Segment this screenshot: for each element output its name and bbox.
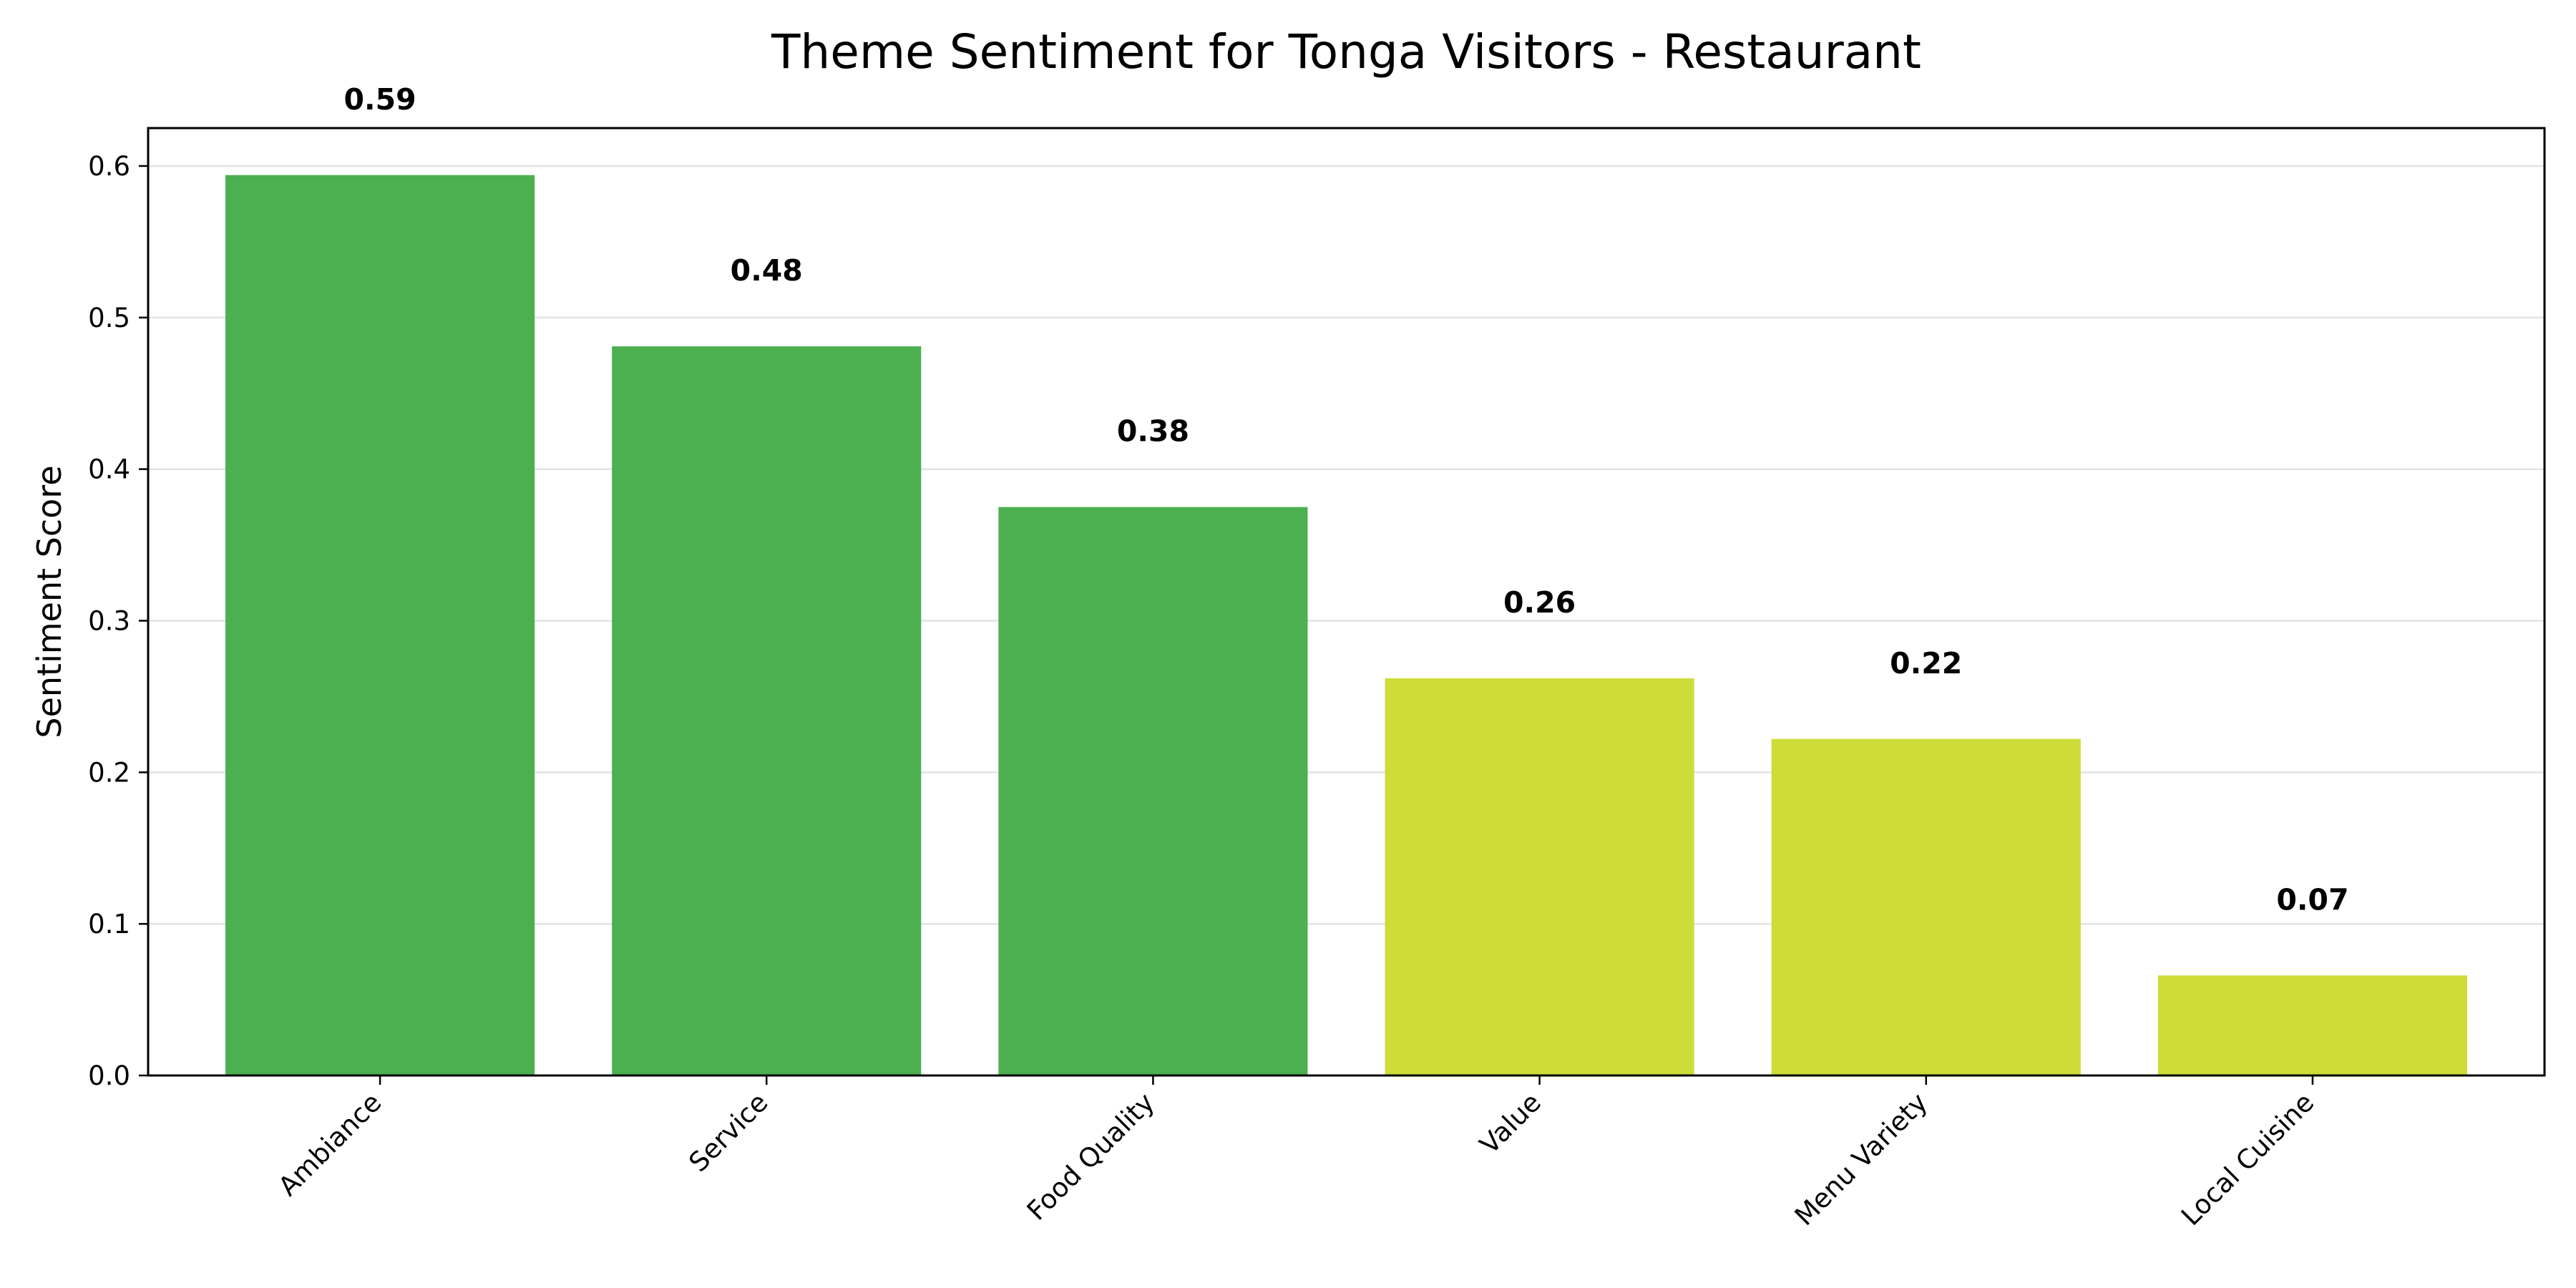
value-label: 0.26	[1503, 585, 1576, 620]
bar-menu-variety	[1771, 738, 2081, 1075]
y-tick-label: 0.5	[88, 303, 130, 333]
y-tick-label: 0.1	[88, 909, 130, 940]
bar-local-cuisine	[2157, 975, 2467, 1075]
y-tick-label: 0.2	[88, 757, 130, 788]
chart-title: Theme Sentiment for Tonga Visitors - Res…	[771, 24, 1921, 79]
bar-food-quality	[998, 507, 1308, 1075]
y-tick-label: 0.3	[88, 605, 130, 636]
y-axis-ticks: 0.0 0.1 0.2 0.3 0.4 0.5 0.6	[88, 151, 148, 1091]
grid-lines	[148, 165, 2545, 925]
y-tick-label: 0.6	[88, 151, 130, 182]
bars	[225, 175, 2467, 1076]
bar-ambiance	[225, 175, 535, 1075]
y-tick-label: 0.0	[88, 1060, 130, 1091]
value-label: 0.07	[2276, 882, 2348, 917]
y-axis-title: Sentiment Score	[30, 465, 69, 738]
bar-value	[1385, 678, 1694, 1075]
value-label: 0.59	[344, 82, 416, 117]
plot-frame	[147, 127, 2546, 1077]
bar-service	[612, 346, 922, 1076]
value-label: 0.38	[1117, 414, 1189, 449]
value-label: 0.48	[731, 253, 803, 288]
value-label: 0.22	[1890, 646, 1962, 680]
value-labels: 0.59 0.48 0.38 0.26 0.22 0.07	[344, 82, 2349, 917]
y-tick-label: 0.4	[88, 454, 130, 485]
